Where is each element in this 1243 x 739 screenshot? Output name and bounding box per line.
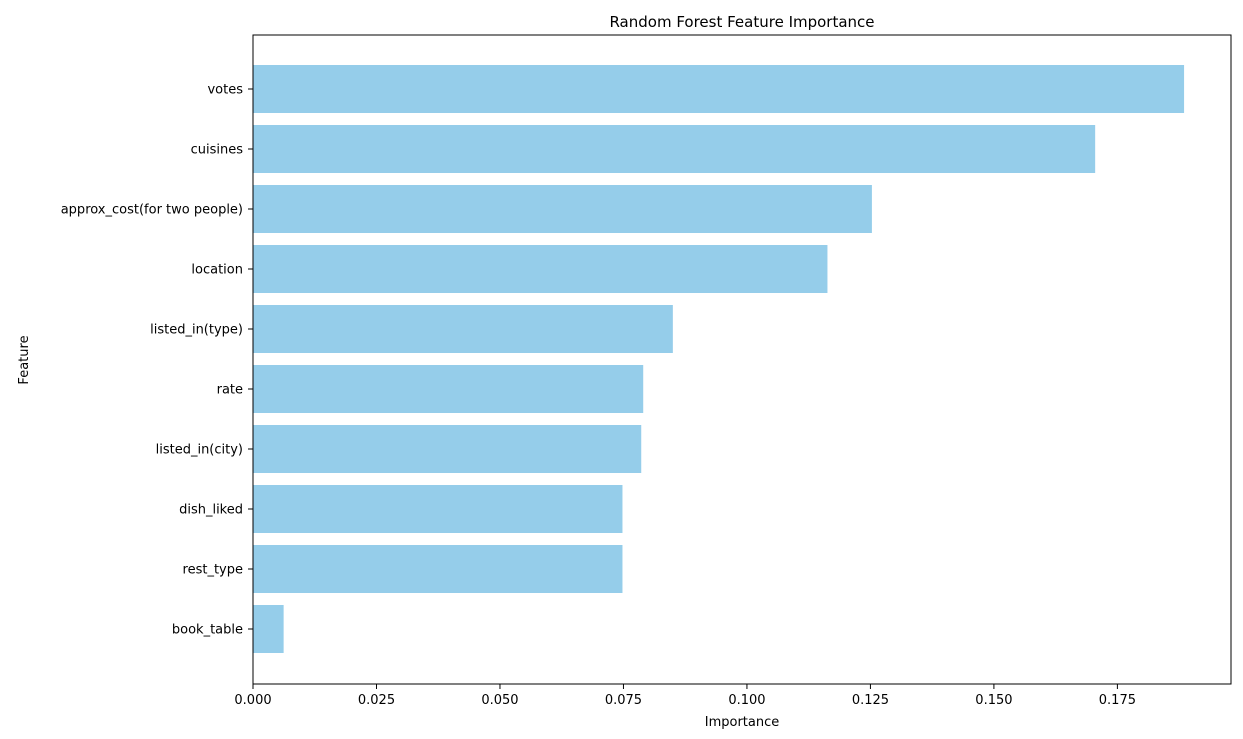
bar-listed_in(type) <box>253 305 673 353</box>
chart-title: Random Forest Feature Importance <box>609 13 874 31</box>
x-axis-title: Importance <box>705 715 780 730</box>
bar-book_table <box>253 605 284 653</box>
y-tick-label: votes <box>207 83 243 98</box>
bar-rest_type <box>253 545 623 593</box>
y-tick-label: cuisines <box>191 143 244 158</box>
x-tick-label: 0.150 <box>975 693 1012 708</box>
y-tick-label: approx_cost(for two people) <box>61 203 243 218</box>
x-tick-label: 0.025 <box>358 693 395 708</box>
plot-frame <box>252 34 1232 685</box>
y-tick-label: rest_type <box>183 563 243 578</box>
x-tick-label: 0.075 <box>605 693 642 708</box>
bar-location <box>253 245 828 293</box>
x-tick-label: 0.175 <box>1099 693 1136 708</box>
y-axis-title: Feature <box>17 335 32 384</box>
y-tick-label: location <box>191 263 243 278</box>
bar-approx_cost(for two people) <box>253 185 872 233</box>
y-tick-label: listed_in(type) <box>150 323 243 338</box>
x-axis-ticks: 0.000 0.025 0.050 0.075 0.100 0.125 0.150 0.175 <box>234 684 1136 708</box>
y-axis-ticks: votes cuisines approx_cost(for two people)… <box>61 83 253 638</box>
bar-votes <box>253 65 1185 113</box>
y-tick-label: listed_in(city) <box>156 443 243 458</box>
bar-dish_liked <box>253 485 623 533</box>
x-tick-label: 0.000 <box>234 693 271 708</box>
y-tick-label: dish_liked <box>179 503 243 518</box>
y-tick-label: rate <box>217 383 243 398</box>
x-tick-label: 0.125 <box>852 693 889 708</box>
x-tick-label: 0.100 <box>728 693 765 708</box>
bar-cuisines <box>253 125 1096 173</box>
bars-group <box>253 65 1185 653</box>
bar-listed_in(city) <box>253 425 642 473</box>
x-tick-label: 0.050 <box>481 693 518 708</box>
bar-rate <box>253 365 644 413</box>
y-tick-label: book_table <box>172 623 243 638</box>
